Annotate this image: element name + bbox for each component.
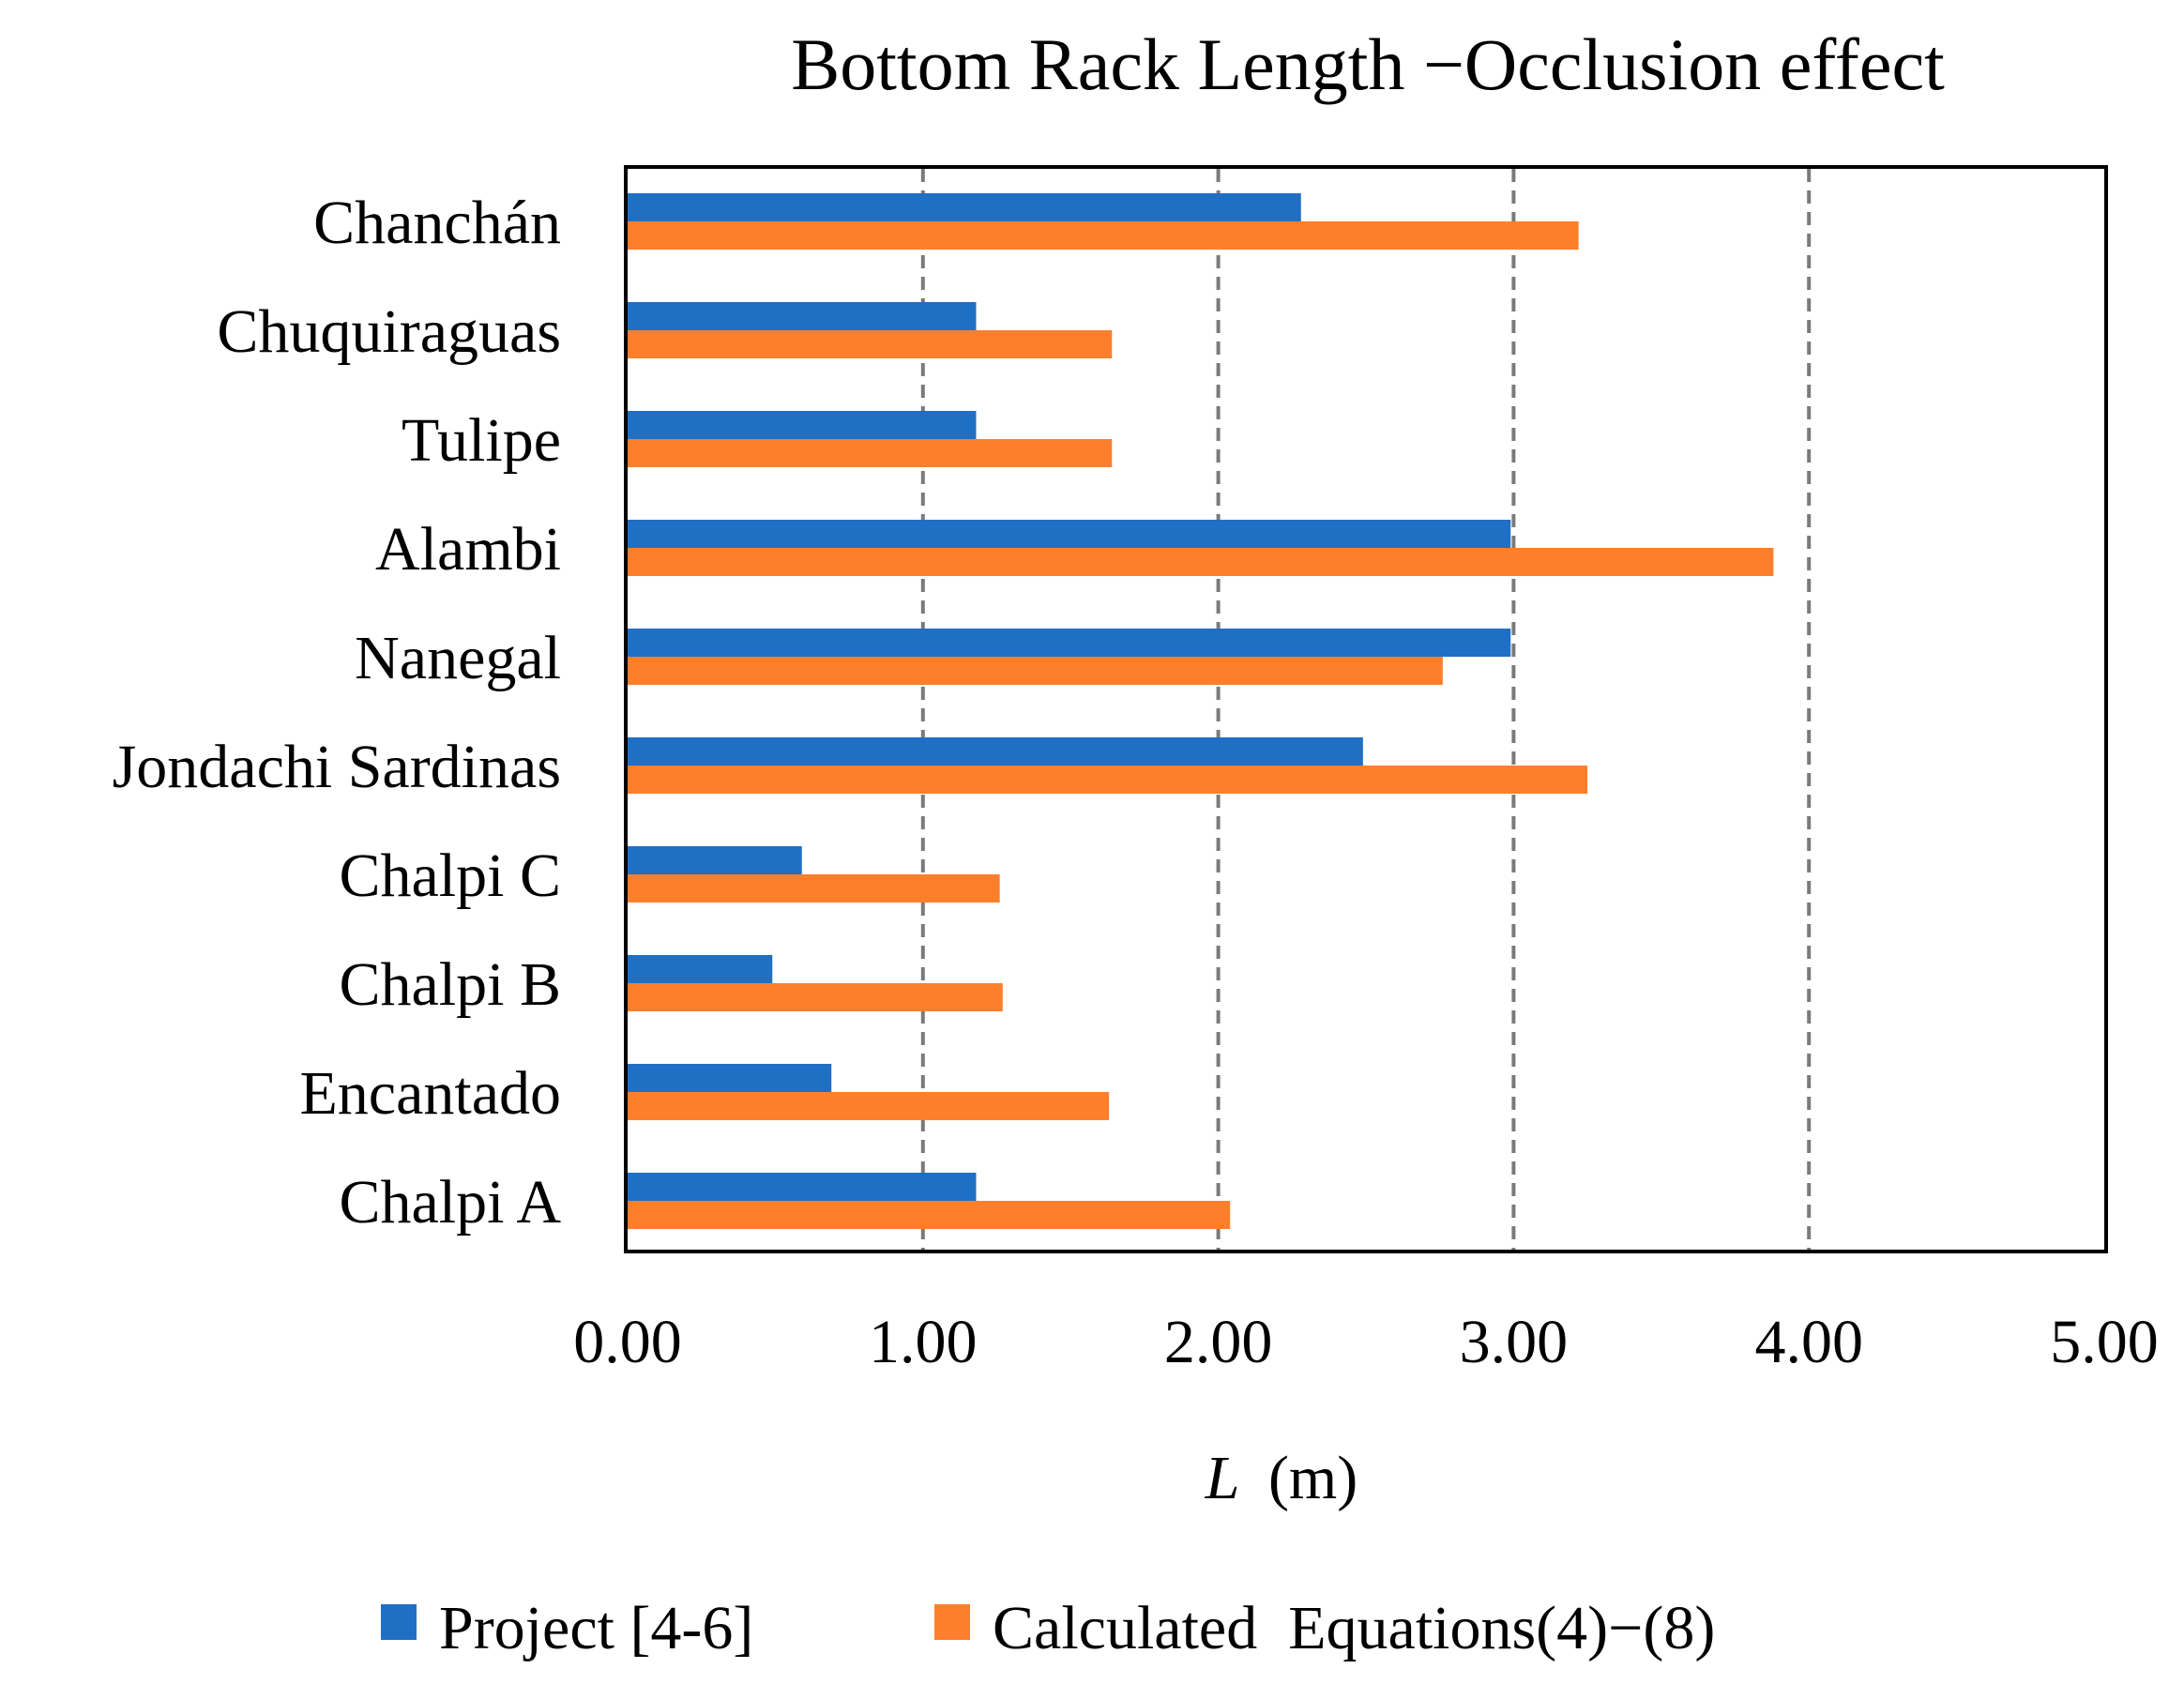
bar-project (628, 520, 1511, 548)
bar-project (628, 302, 977, 330)
bar-project (628, 411, 977, 439)
category-label: Tulipe (402, 406, 561, 475)
bar-calculated (628, 657, 1443, 685)
category-label: Alambi (375, 515, 561, 584)
chart-title: Bottom Rack Length −Occlusion effect (791, 23, 1945, 105)
bar-project (628, 1064, 832, 1092)
x-tick-label: 5.00 (2050, 1308, 2159, 1376)
category-label: Chalpi C (339, 842, 561, 910)
legend-label-project: Project [4-6] (439, 1594, 753, 1662)
x-axis-tick-labels: 0.00 1.00 2.00 3.00 4.00 5.00 (573, 1308, 2159, 1376)
legend-swatch-project (381, 1604, 417, 1640)
bar-project (628, 846, 802, 874)
bar-calculated (628, 1092, 1110, 1120)
category-label: Chuquiraguas (217, 297, 561, 366)
x-tick-label: 2.00 (1164, 1308, 1273, 1376)
bar-calculated (628, 439, 1113, 467)
bar-project (628, 193, 1301, 221)
bar-calculated (628, 548, 1774, 576)
x-tick-label: 4.00 (1754, 1308, 1863, 1376)
x-axis-label-unit: (m) (1268, 1444, 1357, 1512)
category-label: Chalpi A (339, 1168, 561, 1236)
category-label: Nanegal (355, 624, 561, 692)
legend: Project [4-6] Calculated Equations(4)−(8… (381, 1594, 1715, 1662)
legend-label-calculated: Calculated Equations(4)−(8) (993, 1594, 1715, 1662)
bar-calculated (628, 766, 1588, 794)
x-tick-label: 0.00 (573, 1308, 682, 1376)
plot-area-frame (624, 165, 2108, 1253)
category-labels: Chanchán Chuquiraguas Tulipe Alambi Nanegal J… (113, 189, 562, 1236)
bar-project (628, 955, 773, 983)
x-axis-label-variable: L (1205, 1444, 1240, 1512)
category-label: Chanchán (313, 189, 561, 257)
bar-project (628, 629, 1511, 657)
x-tick-label: 1.00 (869, 1308, 978, 1376)
bar-project (628, 737, 1363, 766)
category-label: Chalpi B (339, 950, 561, 1019)
bar-calculated (628, 221, 1579, 250)
x-axis-label: L (m) (1205, 1444, 1358, 1512)
x-tick-label: 3.00 (1460, 1308, 1569, 1376)
bar-calculated (628, 983, 1003, 1011)
bar-calculated (628, 874, 1000, 903)
bar-calculated (628, 330, 1113, 358)
category-label: Encantado (299, 1059, 561, 1128)
bar-project (628, 1173, 977, 1201)
bar-layer (628, 193, 1774, 1229)
legend-swatch-calculated (934, 1604, 970, 1640)
category-label: Jondachi Sardinas (113, 733, 561, 801)
bar-calculated (628, 1201, 1231, 1229)
